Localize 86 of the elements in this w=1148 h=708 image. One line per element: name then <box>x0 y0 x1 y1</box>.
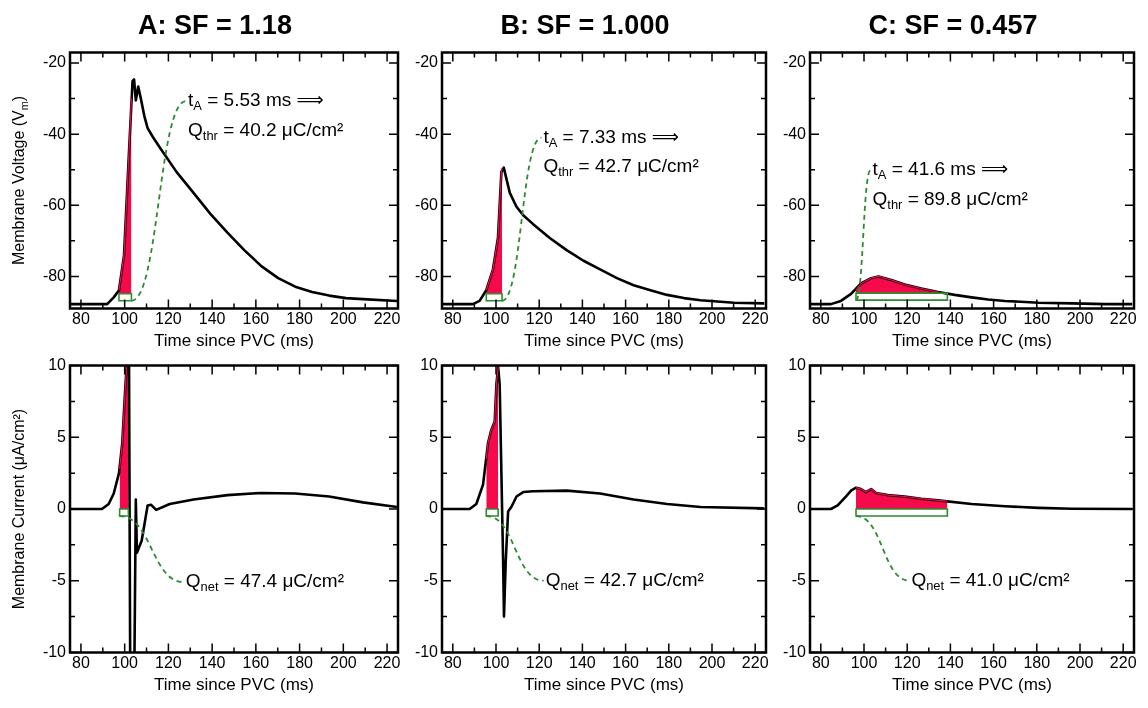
x-tick-label: 120 <box>525 654 553 672</box>
x-tick-label: 140 <box>569 310 596 328</box>
x-tick-label: 160 <box>612 310 640 328</box>
y-tick-label: -80 <box>42 266 67 284</box>
x-tick-label: 220 <box>373 654 401 672</box>
x-tick-label: 80 <box>72 310 90 328</box>
y-tick-label: -60 <box>414 195 439 213</box>
x-tick-label: 160 <box>980 310 1008 328</box>
x-tick-label: 200 <box>1066 654 1094 672</box>
x-tick-label: 140 <box>198 310 226 328</box>
x-tick-label: 220 <box>741 310 769 328</box>
x-tick-label: 120 <box>155 654 182 672</box>
x-tick-label: 120 <box>525 310 553 328</box>
y-tick-label: -80 <box>414 266 439 284</box>
x-tick-label: 140 <box>937 654 964 672</box>
y-tick-label: -20 <box>782 53 807 71</box>
x-tick-label: 200 <box>698 310 726 328</box>
x-tick-label: 220 <box>373 310 401 328</box>
chart-title: A: SF = 1.18 <box>138 9 292 40</box>
x-tick-label: 180 <box>1023 310 1051 328</box>
x-tick-label: 80 <box>443 310 462 328</box>
y-tick-label: -20 <box>42 53 67 71</box>
x-tick-label: 180 <box>286 310 314 328</box>
y-tick-label: 10 <box>48 356 67 374</box>
x-axis-title: Time since PVC (ms) <box>892 675 1052 695</box>
y-tick-label: 5 <box>797 427 807 445</box>
x-tick-label: 140 <box>198 654 226 672</box>
x-tick-label: 120 <box>155 310 182 328</box>
chart-title: C: SF = 0.457 <box>868 9 1038 40</box>
x-axis-title: Time since PVC (ms) <box>154 331 314 351</box>
x-tick-label: 100 <box>482 654 510 672</box>
x-axis-title: Time since PVC (ms) <box>524 675 684 695</box>
y-tick-label: -60 <box>782 195 807 213</box>
y-tick-label: 10 <box>420 356 439 374</box>
x-tick-label: 100 <box>850 310 878 328</box>
x-tick-label: 80 <box>811 310 830 328</box>
y-tick-label: -20 <box>414 53 439 71</box>
x-tick-label: 120 <box>893 654 921 672</box>
x-tick-label: 220 <box>1109 310 1137 328</box>
x-tick-label: 140 <box>569 654 596 672</box>
x-tick-label: 220 <box>741 654 769 672</box>
y-tick-label: -40 <box>414 124 439 142</box>
x-tick-label: 160 <box>980 654 1008 672</box>
x-tick-label: 140 <box>937 310 964 328</box>
x-tick-label: 200 <box>1066 310 1094 328</box>
x-tick-label: 80 <box>72 654 90 672</box>
x-tick-label: 100 <box>850 654 878 672</box>
x-tick-label: 160 <box>242 310 270 328</box>
x-tick-label: 80 <box>811 654 830 672</box>
x-tick-label: 200 <box>698 654 726 672</box>
y-tick-label: 0 <box>429 499 439 517</box>
x-axis-title: Time since PVC (ms) <box>524 331 684 351</box>
x-axis-title: Time since PVC (ms) <box>154 675 314 695</box>
x-tick-label: 100 <box>111 310 139 328</box>
x-tick-label: 100 <box>111 654 139 672</box>
x-tick-label: 80 <box>443 654 462 672</box>
x-tick-label: 220 <box>1109 654 1137 672</box>
y-tick-label: 5 <box>57 427 67 445</box>
x-tick-label: 180 <box>655 654 683 672</box>
y-tick-label: -10 <box>782 642 807 660</box>
y-tick-label: 10 <box>788 356 807 374</box>
y-tick-label: -60 <box>42 195 67 213</box>
x-tick-label: 160 <box>612 654 640 672</box>
x-tick-label: 180 <box>1023 654 1051 672</box>
y-tick-label: 0 <box>797 499 807 517</box>
y-tick-label: -80 <box>782 266 807 284</box>
x-tick-label: 120 <box>893 310 921 328</box>
y-tick-label: -5 <box>51 571 67 589</box>
x-tick-label: 200 <box>329 654 357 672</box>
x-tick-label: 180 <box>286 654 314 672</box>
y-tick-label: 0 <box>57 499 67 517</box>
y-tick-label: 5 <box>429 427 439 445</box>
x-tick-label: 180 <box>655 310 683 328</box>
x-axis-title: Time since PVC (ms) <box>892 331 1052 351</box>
y-tick-label: -5 <box>791 571 807 589</box>
y-tick-label: -40 <box>42 124 67 142</box>
y-tick-label: -10 <box>42 642 67 660</box>
x-tick-label: 160 <box>242 654 270 672</box>
y-tick-label: -5 <box>423 571 439 589</box>
y-axis-title: Membrane Current (μA/cm²) <box>10 408 28 610</box>
x-tick-label: 100 <box>482 310 510 328</box>
y-tick-label: -40 <box>782 124 807 142</box>
y-axis-title: Membrane Voltage (Vm) <box>10 95 30 265</box>
y-tick-label: -10 <box>414 642 439 660</box>
chart-title: B: SF = 1.000 <box>500 9 670 40</box>
x-tick-label: 200 <box>329 310 357 328</box>
